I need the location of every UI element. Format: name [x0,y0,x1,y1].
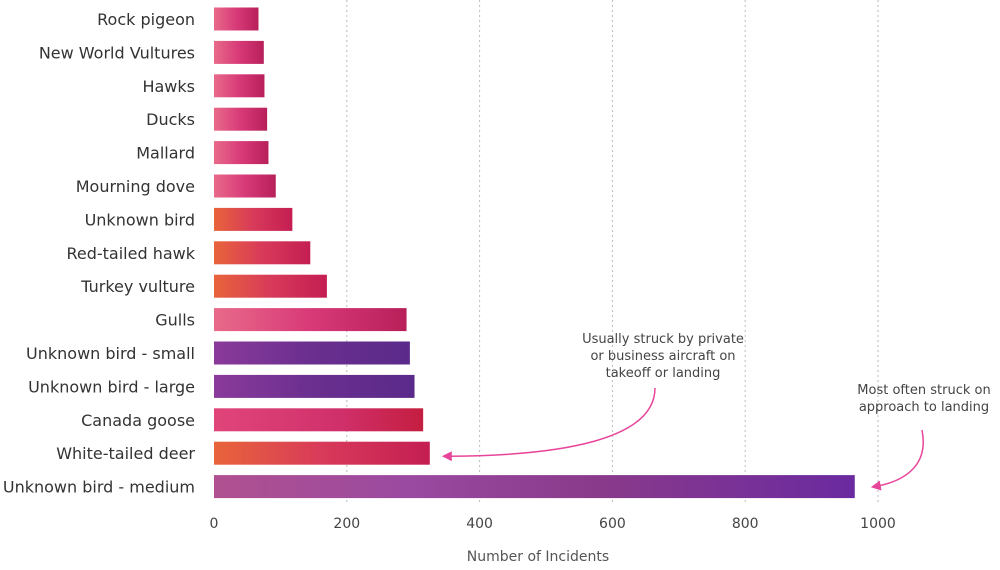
annotation-1-line: Usually struck by private [582,332,744,347]
category-label-hawks: Hawks [142,77,195,96]
bar-white-tailed-deer [214,441,430,465]
x-tick-label: 1000 [860,516,896,532]
category-label-unknown-bird-small: Unknown bird - small [26,344,195,363]
category-label-unknown-bird-medium: Unknown bird - medium [3,478,195,497]
annotation-2-line: Most often struck on [857,383,990,398]
annotation-1-line: or business aircraft on [590,349,735,364]
grid-lines [346,0,879,505]
bar-rock-pigeon [214,7,259,31]
category-label-unknown-bird: Unknown bird [85,210,195,229]
bar-canada-goose [214,408,424,432]
x-tick-label: 800 [732,516,759,532]
annotations: Usually struck by private or business air… [441,332,991,491]
category-label-rock-pigeon: Rock pigeon [97,10,195,29]
x-axis-ticks: 0 200 400 600 800 1000 [210,516,896,532]
bar-unknown-bird [214,207,293,231]
bar-unknown-bird-small [214,341,410,365]
bars [214,7,855,499]
category-label-red-tailed-hawk: Red-tailed hawk [66,244,195,263]
bar-gulls [214,308,407,332]
annotation-2-arrow [870,429,924,491]
category-label-gulls: Gulls [155,311,195,330]
annotation-2-line: approach to landing [859,400,989,415]
category-label-turkey-vulture: Turkey vulture [80,277,195,296]
bar-mallard [214,141,269,165]
x-tick-label: 400 [466,516,493,532]
x-tick-label: 600 [599,516,626,532]
category-label-mourning-dove: Mourning dove [76,177,195,196]
bar-hawks [214,74,265,98]
category-labels: Rock pigeon New World Vultures Hawks Ducks M… [3,10,196,497]
bar-new-world-vultures [214,40,264,64]
category-label-white-tailed-deer: White-tailed deer [56,444,195,463]
category-label-mallard: Mallard [136,144,195,163]
category-label-ducks: Ducks [146,110,195,129]
x-tick-label: 200 [333,516,360,532]
bar-red-tailed-hawk [214,241,311,265]
bar-unknown-bird-medium [214,475,855,499]
category-label-new-world-vultures: New World Vultures [39,43,195,62]
bar-unknown-bird-large [214,374,415,398]
bar-ducks [214,107,268,131]
category-label-unknown-bird-large: Unknown bird - large [28,377,195,396]
bar-turkey-vulture [214,274,327,298]
category-label-canada-goose: Canada goose [81,411,195,430]
annotation-1-arrow [441,387,656,462]
x-tick-label: 0 [210,516,219,532]
bar-mourning-dove [214,174,276,198]
x-axis-title: Number of Incidents [467,549,609,565]
annotation-1-line: takeoff or landing [606,366,721,381]
